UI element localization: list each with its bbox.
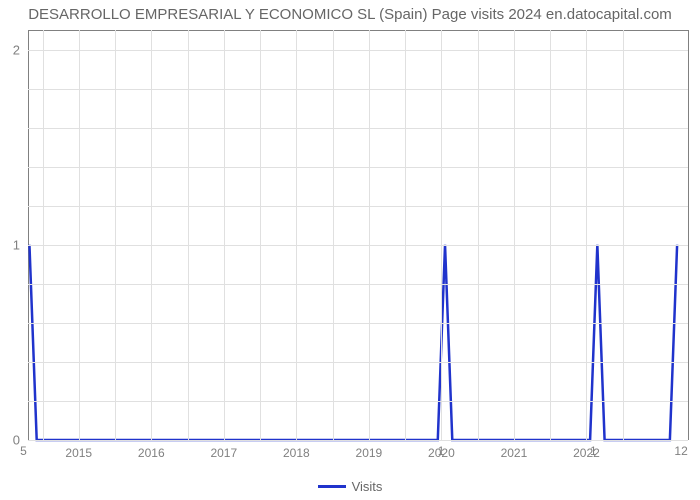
x-gridline: [224, 30, 225, 440]
x-gridline: [151, 30, 152, 440]
line-series: [28, 30, 688, 440]
axis-border-right: [688, 30, 689, 440]
x-minor-gridline: [333, 30, 334, 440]
x-gridline: [79, 30, 80, 440]
y-minor-gridline: [28, 323, 688, 324]
plot-area: 0122015201620172018201920202021202251112: [28, 30, 688, 440]
legend: Visits: [0, 478, 700, 494]
chart-title: DESARROLLO EMPRESARIAL Y ECONOMICO SL (S…: [0, 6, 700, 23]
y-minor-gridline: [28, 362, 688, 363]
datapoint-label: 12: [674, 444, 687, 458]
y-tick-label: 2: [13, 42, 28, 57]
x-minor-gridline: [188, 30, 189, 440]
x-tick-label: 2018: [283, 440, 310, 460]
x-tick-label: 2019: [356, 440, 383, 460]
y-minor-gridline: [28, 206, 688, 207]
y-minor-gridline: [28, 401, 688, 402]
x-minor-gridline: [478, 30, 479, 440]
x-minor-gridline: [623, 30, 624, 440]
y-minor-gridline: [28, 167, 688, 168]
y-minor-gridline: [28, 89, 688, 90]
datapoint-label: 1: [438, 444, 445, 458]
x-tick-label: 2016: [138, 440, 165, 460]
x-tick-label: 2017: [210, 440, 237, 460]
y-minor-gridline: [28, 128, 688, 129]
x-minor-gridline: [115, 30, 116, 440]
datapoint-label: 5: [20, 444, 27, 458]
y-minor-gridline: [28, 284, 688, 285]
y-tick-label: 1: [13, 237, 28, 252]
x-minor-gridline: [405, 30, 406, 440]
x-tick-label: 2015: [65, 440, 92, 460]
x-gridline: [514, 30, 515, 440]
x-minor-gridline: [43, 30, 44, 440]
x-gridline: [586, 30, 587, 440]
y-gridline: [28, 245, 688, 246]
x-gridline: [296, 30, 297, 440]
legend-swatch: [318, 485, 346, 488]
x-gridline: [441, 30, 442, 440]
x-tick-label: 2021: [501, 440, 528, 460]
x-minor-gridline: [550, 30, 551, 440]
x-gridline: [369, 30, 370, 440]
legend-label: Visits: [352, 479, 383, 494]
datapoint-label: 1: [590, 444, 597, 458]
x-minor-gridline: [260, 30, 261, 440]
y-gridline: [28, 50, 688, 51]
